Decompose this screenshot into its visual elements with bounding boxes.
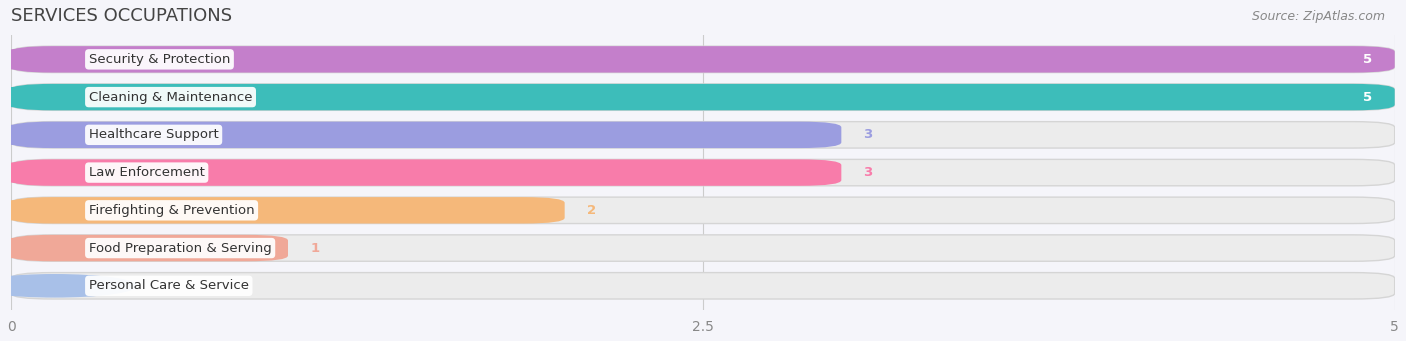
FancyBboxPatch shape (11, 272, 1395, 299)
Text: Source: ZipAtlas.com: Source: ZipAtlas.com (1251, 10, 1385, 23)
Circle shape (0, 275, 136, 297)
Text: Personal Care & Service: Personal Care & Service (89, 279, 249, 292)
Text: Cleaning & Maintenance: Cleaning & Maintenance (89, 91, 252, 104)
Text: 5: 5 (1364, 91, 1372, 104)
Text: 3: 3 (863, 166, 873, 179)
Text: Law Enforcement: Law Enforcement (89, 166, 205, 179)
Text: SERVICES OCCUPATIONS: SERVICES OCCUPATIONS (11, 7, 232, 25)
Text: Food Preparation & Serving: Food Preparation & Serving (89, 241, 271, 255)
FancyBboxPatch shape (11, 122, 1395, 148)
FancyBboxPatch shape (11, 235, 288, 261)
FancyBboxPatch shape (11, 46, 1395, 73)
Circle shape (0, 124, 136, 146)
Text: 5: 5 (1364, 53, 1372, 66)
FancyBboxPatch shape (11, 84, 1395, 110)
FancyBboxPatch shape (11, 235, 1395, 261)
Text: 1: 1 (311, 241, 319, 255)
FancyBboxPatch shape (11, 84, 1395, 110)
Circle shape (0, 199, 136, 221)
Text: Firefighting & Prevention: Firefighting & Prevention (89, 204, 254, 217)
FancyBboxPatch shape (11, 197, 1395, 224)
FancyBboxPatch shape (11, 159, 841, 186)
Circle shape (0, 86, 136, 108)
Text: Healthcare Support: Healthcare Support (89, 128, 218, 141)
Circle shape (0, 237, 136, 259)
Text: 3: 3 (863, 128, 873, 141)
FancyBboxPatch shape (11, 46, 1395, 73)
FancyBboxPatch shape (11, 122, 841, 148)
Circle shape (0, 48, 136, 71)
FancyBboxPatch shape (11, 197, 565, 224)
FancyBboxPatch shape (11, 159, 1395, 186)
Text: 0: 0 (34, 279, 42, 292)
Text: Security & Protection: Security & Protection (89, 53, 231, 66)
Text: 2: 2 (586, 204, 596, 217)
Circle shape (0, 162, 136, 184)
